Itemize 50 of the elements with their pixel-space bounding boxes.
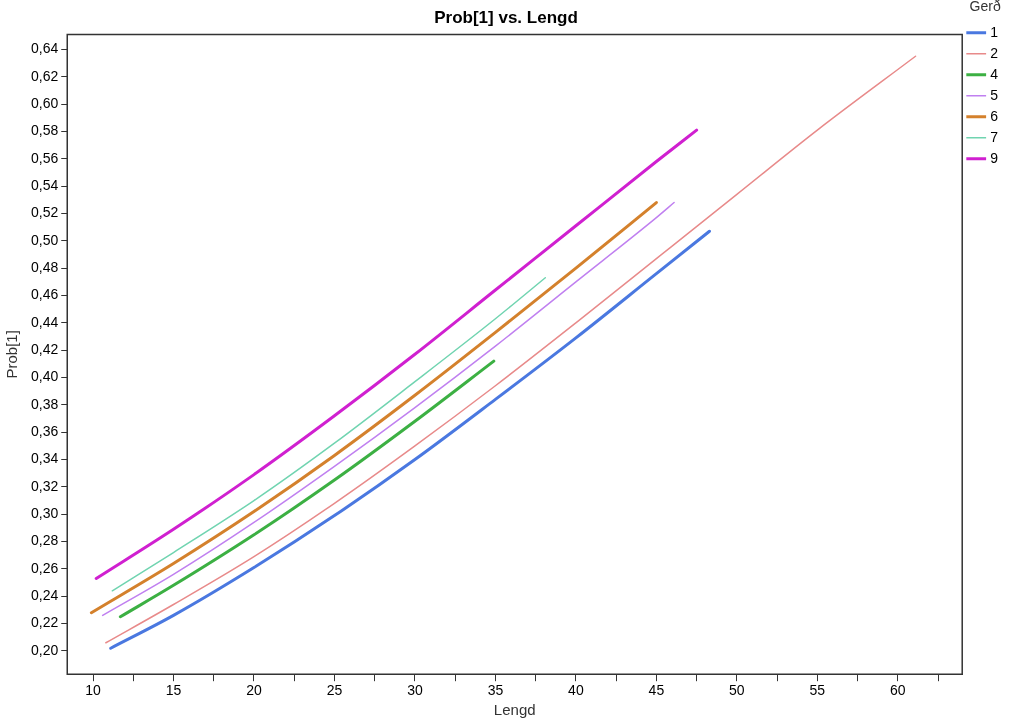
y-tick-label: 0,22 <box>31 614 59 631</box>
legend-label: 2 <box>990 44 999 61</box>
x-tick-label: 35 <box>487 682 504 699</box>
y-tick-label: 0,30 <box>31 505 59 522</box>
x-tick-label: 15 <box>165 682 182 699</box>
x-tick-label: 50 <box>729 682 745 699</box>
y-tick-label: 0,20 <box>31 641 59 658</box>
x-tick-label: 60 <box>890 682 906 699</box>
y-tick-label: 0,54 <box>31 177 59 194</box>
x-tick-label: 30 <box>407 682 423 699</box>
line-series <box>94 128 699 580</box>
line-series <box>118 359 496 619</box>
y-axis-title: Prob[1] <box>3 330 21 379</box>
y-tick-label: 0,52 <box>31 204 59 221</box>
y-tick-label: 0,48 <box>31 259 59 276</box>
y-tick-label: 0,50 <box>31 231 59 248</box>
y-tick-label: 0,36 <box>31 423 59 440</box>
y-tick-label: 0,56 <box>31 149 59 166</box>
x-axis-title: Lengd <box>493 701 536 719</box>
y-tick-label: 0,64 <box>31 40 59 57</box>
y-tick-label: 0,40 <box>31 368 59 385</box>
legend-label: 6 <box>990 107 999 124</box>
legend-title: Gerð <box>969 0 1001 14</box>
chart-title: Prob[1] vs. Lengd <box>434 7 578 27</box>
x-tick-label: 20 <box>246 682 262 699</box>
legend-label: 5 <box>990 86 999 103</box>
y-tick-label: 0,26 <box>31 559 59 576</box>
y-tick-label: 0,24 <box>31 587 59 604</box>
x-tick-label: 40 <box>568 682 584 699</box>
x-tick-label: 45 <box>648 682 665 699</box>
y-tick-label: 0,34 <box>31 450 59 467</box>
legend-label: 1 <box>990 23 999 40</box>
y-tick-label: 0,60 <box>31 94 59 111</box>
y-tick-label: 0,38 <box>31 395 59 412</box>
line-series <box>111 276 547 592</box>
x-tick-label: 25 <box>326 682 343 699</box>
legend-label: 9 <box>990 149 999 166</box>
y-tick-label: 0,46 <box>31 286 59 303</box>
line-series <box>105 55 917 644</box>
line-series <box>109 229 711 650</box>
y-tick-label: 0,62 <box>31 67 59 84</box>
y-tick-label: 0,58 <box>31 122 59 139</box>
y-tick-label: 0,32 <box>31 477 59 494</box>
y-tick-label: 0,28 <box>31 532 59 549</box>
x-tick-label: 10 <box>85 682 101 699</box>
legend-label: 7 <box>990 128 999 145</box>
y-tick-label: 0,42 <box>31 341 59 358</box>
y-tick-label: 0,44 <box>31 313 59 330</box>
legend-label: 4 <box>990 65 999 82</box>
x-tick-label: 55 <box>809 682 826 699</box>
